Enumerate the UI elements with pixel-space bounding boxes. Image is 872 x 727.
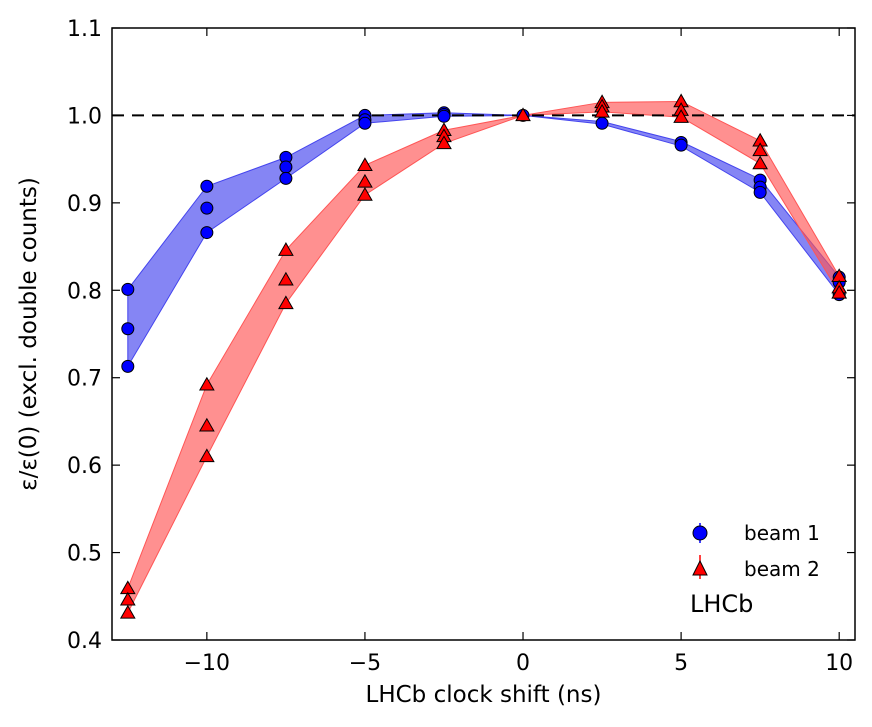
x-tick-label: 0	[516, 651, 530, 676]
marker-beam2	[278, 295, 294, 310]
marker-beam1	[595, 116, 609, 130]
legend-beam1-marker	[692, 525, 708, 541]
marker-beam2	[436, 135, 452, 150]
axis-ticks: −10 −5 0 5 10 0.4 0.5 0.6 0.7 0.8 0.9 1.0 1.1	[67, 17, 855, 676]
y-tick-label: 0.5	[67, 542, 102, 567]
legend-beam2-label: beam 2	[744, 557, 820, 581]
marker-beam2	[673, 109, 689, 123]
marker-beam1	[200, 226, 214, 240]
y-tick-label: 0.6	[67, 454, 102, 479]
band-beam1	[127, 112, 840, 369]
y-tick-label: 1.0	[67, 104, 102, 129]
marker-beam2	[357, 157, 373, 172]
marker-beam2	[198, 448, 215, 463]
y-tick-label: 1.1	[67, 17, 102, 42]
marker-beam2	[278, 271, 294, 286]
x-tick-label: −10	[184, 651, 230, 676]
marker-beam2	[594, 103, 610, 118]
marker-beam1	[200, 179, 214, 193]
x-tick-label: −5	[349, 651, 381, 676]
marker-beam2	[278, 242, 294, 256]
plot-frame	[111, 27, 856, 641]
marker-beam1	[279, 160, 293, 174]
marker-beam1	[121, 282, 135, 296]
marker-beam2	[198, 417, 215, 432]
legend: beam 1 beam 2	[692, 521, 820, 581]
marker-beam1	[121, 322, 135, 336]
y-tick-label: 0.9	[67, 192, 102, 217]
legend-beam2-marker	[692, 559, 708, 576]
data-markers	[119, 93, 848, 619]
marker-beam2	[357, 186, 373, 201]
marker-beam1	[121, 359, 135, 373]
marker-beam1	[674, 138, 688, 152]
x-tick-label: 5	[674, 651, 688, 676]
marker-beam2	[515, 107, 531, 122]
y-tick-label: 0.7	[67, 367, 102, 392]
lhcb-annotation: LHCb	[690, 590, 753, 618]
marker-beam1	[437, 109, 451, 123]
marker-beam2	[119, 604, 136, 619]
error-bands	[127, 100, 840, 614]
y-axis-label: ε/ε(0) (excl. double counts)	[16, 177, 42, 491]
marker-beam2	[752, 155, 769, 170]
marker-beam2	[831, 284, 848, 299]
legend-beam1-label: beam 1	[744, 521, 820, 545]
marker-beam1	[358, 116, 372, 130]
marker-beam2	[198, 376, 215, 391]
x-axis-label: LHCb clock shift (ns)	[366, 682, 602, 708]
marker-beam1	[200, 201, 214, 215]
y-tick-label: 0.8	[67, 279, 102, 304]
x-tick-label: 10	[825, 651, 853, 676]
y-tick-label: 0.4	[67, 629, 102, 654]
marker-beam1	[279, 171, 293, 185]
marker-beam1	[753, 185, 767, 199]
